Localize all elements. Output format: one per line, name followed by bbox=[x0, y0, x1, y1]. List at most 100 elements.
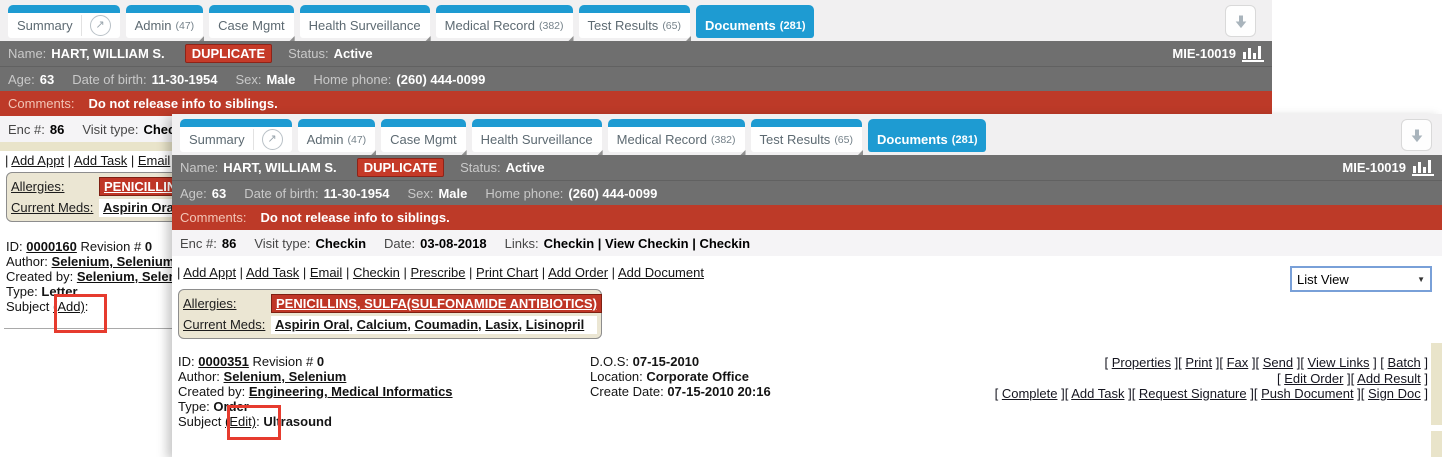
add-appt-link[interactable]: Add Appt bbox=[183, 265, 237, 280]
batch-link[interactable]: Batch bbox=[1387, 355, 1421, 370]
popout-icon[interactable]: ↗ bbox=[80, 15, 111, 36]
tab-health-surveillance[interactable]: Health Surveillance bbox=[299, 5, 431, 43]
add-result-link[interactable]: Add Result bbox=[1357, 370, 1421, 386]
tab-case-mgmt[interactable]: Case Mgmt bbox=[381, 119, 467, 157]
pipe-separator: | bbox=[236, 265, 246, 280]
document-details: ID: 0000351 Revision # 0 Author: Seleniu… bbox=[178, 354, 453, 429]
tab-case-mgmt[interactable]: Case Mgmt bbox=[209, 5, 295, 43]
doc-id-line: ID: 0000351 Revision # 0 bbox=[178, 354, 453, 369]
allergies-label[interactable]: Allergies: bbox=[183, 296, 237, 311]
patient-sex: Male bbox=[266, 71, 296, 87]
tab-label: Admin bbox=[134, 18, 172, 33]
tab-documents[interactable]: Documents (281) bbox=[696, 5, 815, 38]
author-link[interactable]: Selenium, Selenium bbox=[223, 369, 347, 384]
chart-graph-link[interactable] bbox=[1242, 45, 1264, 62]
tab-summary[interactable]: Summary ↗ bbox=[8, 5, 120, 38]
add-task-link[interactable]: Add Task bbox=[73, 153, 128, 168]
add-task-link[interactable]: Add Task bbox=[245, 265, 300, 280]
current-meds-row: Current Meds: Aspirin Oral, Calcium, Coum… bbox=[183, 314, 597, 335]
patient-dob: 11-30-1954 bbox=[151, 71, 218, 87]
doc-created-line: Created by: Selenium, Selenium bbox=[6, 269, 200, 284]
tab-admin[interactable]: Admin (47) bbox=[125, 5, 205, 43]
pipe-separator: | bbox=[538, 265, 549, 280]
chevron-down-icon: ▼ bbox=[1417, 274, 1425, 284]
document-id-link[interactable]: 0000160 bbox=[26, 239, 77, 254]
status-label: Status: bbox=[460, 160, 501, 175]
bracket: ] [ bbox=[1369, 355, 1388, 370]
send-link[interactable]: Send bbox=[1262, 355, 1294, 370]
current-meds-label[interactable]: Current Meds: bbox=[183, 317, 266, 332]
med-link[interactable]: Lasix bbox=[485, 316, 519, 332]
mrn-value: MIE-10019 bbox=[1172, 46, 1236, 61]
encounter-links[interactable]: Checkin | View Checkin | Checkin bbox=[543, 235, 751, 251]
print-link[interactable]: Print bbox=[1185, 355, 1213, 370]
fax-link[interactable]: Fax bbox=[1226, 355, 1249, 370]
visit-type-label: Visit type: bbox=[254, 235, 311, 251]
name-label: Name: bbox=[180, 160, 219, 175]
add-task-doc-link[interactable]: Add Task bbox=[1071, 386, 1125, 401]
pipe-separator: | bbox=[64, 153, 74, 168]
med-link[interactable]: Lisinopril bbox=[525, 316, 585, 332]
tab-test-results[interactable]: Test Results (65) bbox=[750, 119, 863, 157]
bracket: [ bbox=[1276, 370, 1285, 386]
author-link[interactable]: Selenium, Selenium bbox=[51, 254, 175, 269]
add-appt-link[interactable]: Add Appt bbox=[11, 153, 65, 168]
dos-line: D.O.S: 07-15-2010 bbox=[590, 354, 771, 369]
chart-graph-link[interactable] bbox=[1412, 159, 1434, 176]
tab-menu-fold-icon bbox=[566, 36, 574, 43]
comments-alert-bar: Comments: Do not release info to sibling… bbox=[172, 205, 1442, 230]
print-chart-link[interactable]: Print Chart bbox=[476, 265, 539, 280]
med-link[interactable]: Aspirin Oral bbox=[275, 316, 350, 332]
properties-link[interactable]: Properties bbox=[1111, 355, 1171, 370]
view-select[interactable]: List View ▼ bbox=[1290, 266, 1432, 292]
popout-icon[interactable]: ↗ bbox=[252, 129, 283, 150]
document-id-link[interactable]: 0000351 bbox=[198, 354, 249, 369]
tab-menu-fold-icon bbox=[287, 36, 295, 43]
view-links-link[interactable]: View Links bbox=[1307, 355, 1370, 370]
sign-doc-link[interactable]: Sign Doc bbox=[1368, 386, 1421, 401]
med-link[interactable]: Calcium bbox=[356, 316, 408, 332]
edit-order-link[interactable]: Edit Order bbox=[1284, 370, 1344, 386]
tab-documents[interactable]: Documents (281) bbox=[868, 119, 987, 152]
created-by-link[interactable]: Selenium, Selenium bbox=[76, 269, 200, 284]
tab-menu-fold-icon bbox=[423, 36, 431, 43]
push-document-link[interactable]: Push Document bbox=[1261, 386, 1354, 401]
tab-label: Documents bbox=[705, 18, 776, 33]
tab-test-results[interactable]: Test Results (65) bbox=[578, 5, 691, 43]
tab-count: (65) bbox=[834, 133, 853, 146]
tab-summary[interactable]: Summary ↗ bbox=[180, 119, 292, 152]
tab-medical-record[interactable]: Medical Record (382) bbox=[607, 119, 746, 157]
request-signature-link[interactable]: Request Signature bbox=[1138, 386, 1247, 401]
bracket: ][ bbox=[1170, 355, 1186, 370]
current-meds-label[interactable]: Current Meds: bbox=[11, 200, 94, 215]
tab-health-surveillance[interactable]: Health Surveillance bbox=[471, 119, 603, 157]
subject-edit-link[interactable]: (Edit) bbox=[225, 414, 257, 429]
subject-add-link[interactable]: (Add) bbox=[53, 299, 85, 314]
allergies-label[interactable]: Allergies: bbox=[11, 179, 65, 194]
complete-link[interactable]: Complete bbox=[1001, 386, 1058, 401]
enc-number-label: Enc #: bbox=[8, 121, 45, 137]
tab-medical-record[interactable]: Medical Record (382) bbox=[435, 5, 574, 43]
med-link[interactable]: Coumadin bbox=[414, 316, 479, 332]
download-arrow-icon bbox=[1235, 15, 1246, 28]
allergies-row: Allergies: PENICILLINS, SULFA(SULFONAMIDE… bbox=[183, 293, 602, 314]
email-link[interactable]: Email bbox=[309, 265, 343, 280]
tab-label: Medical Record bbox=[444, 18, 535, 33]
download-button[interactable] bbox=[1225, 5, 1256, 37]
bar-chart-icon bbox=[1243, 45, 1261, 59]
pipe-separator: | bbox=[177, 265, 184, 280]
tab-admin[interactable]: Admin (47) bbox=[297, 119, 377, 157]
med-link[interactable]: Aspirin Oral bbox=[103, 199, 178, 215]
created-by-link[interactable]: Engineering, Medical Informatics bbox=[248, 384, 453, 399]
allergy-list-link[interactable]: PENICILLINS, SULFA(SULFONAMIDE ANTIBIOTI… bbox=[276, 296, 597, 311]
tab-label: Documents bbox=[877, 132, 948, 147]
add-order-link[interactable]: Add Order bbox=[548, 265, 609, 280]
add-document-link[interactable]: Add Document bbox=[617, 265, 704, 280]
tab-menu-fold-icon bbox=[459, 150, 467, 157]
document-actions: [ Properties ][ Print ][ Fax ][ Send ][ … bbox=[995, 355, 1428, 402]
checkin-link[interactable]: Checkin bbox=[352, 265, 400, 280]
prescribe-link[interactable]: Prescribe bbox=[410, 265, 466, 280]
download-button[interactable] bbox=[1401, 119, 1432, 151]
email-link[interactable]: Email bbox=[137, 153, 171, 168]
